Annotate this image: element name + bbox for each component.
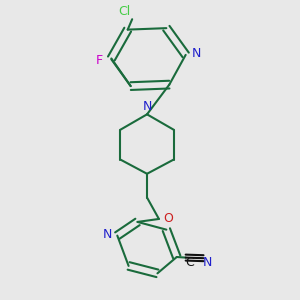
Text: N: N bbox=[191, 47, 201, 60]
Text: F: F bbox=[96, 54, 103, 67]
Text: C: C bbox=[185, 256, 194, 268]
Text: O: O bbox=[163, 212, 173, 225]
Text: N: N bbox=[103, 228, 112, 241]
Text: N: N bbox=[202, 256, 212, 269]
Text: N: N bbox=[142, 100, 152, 112]
Text: Cl: Cl bbox=[118, 5, 131, 18]
